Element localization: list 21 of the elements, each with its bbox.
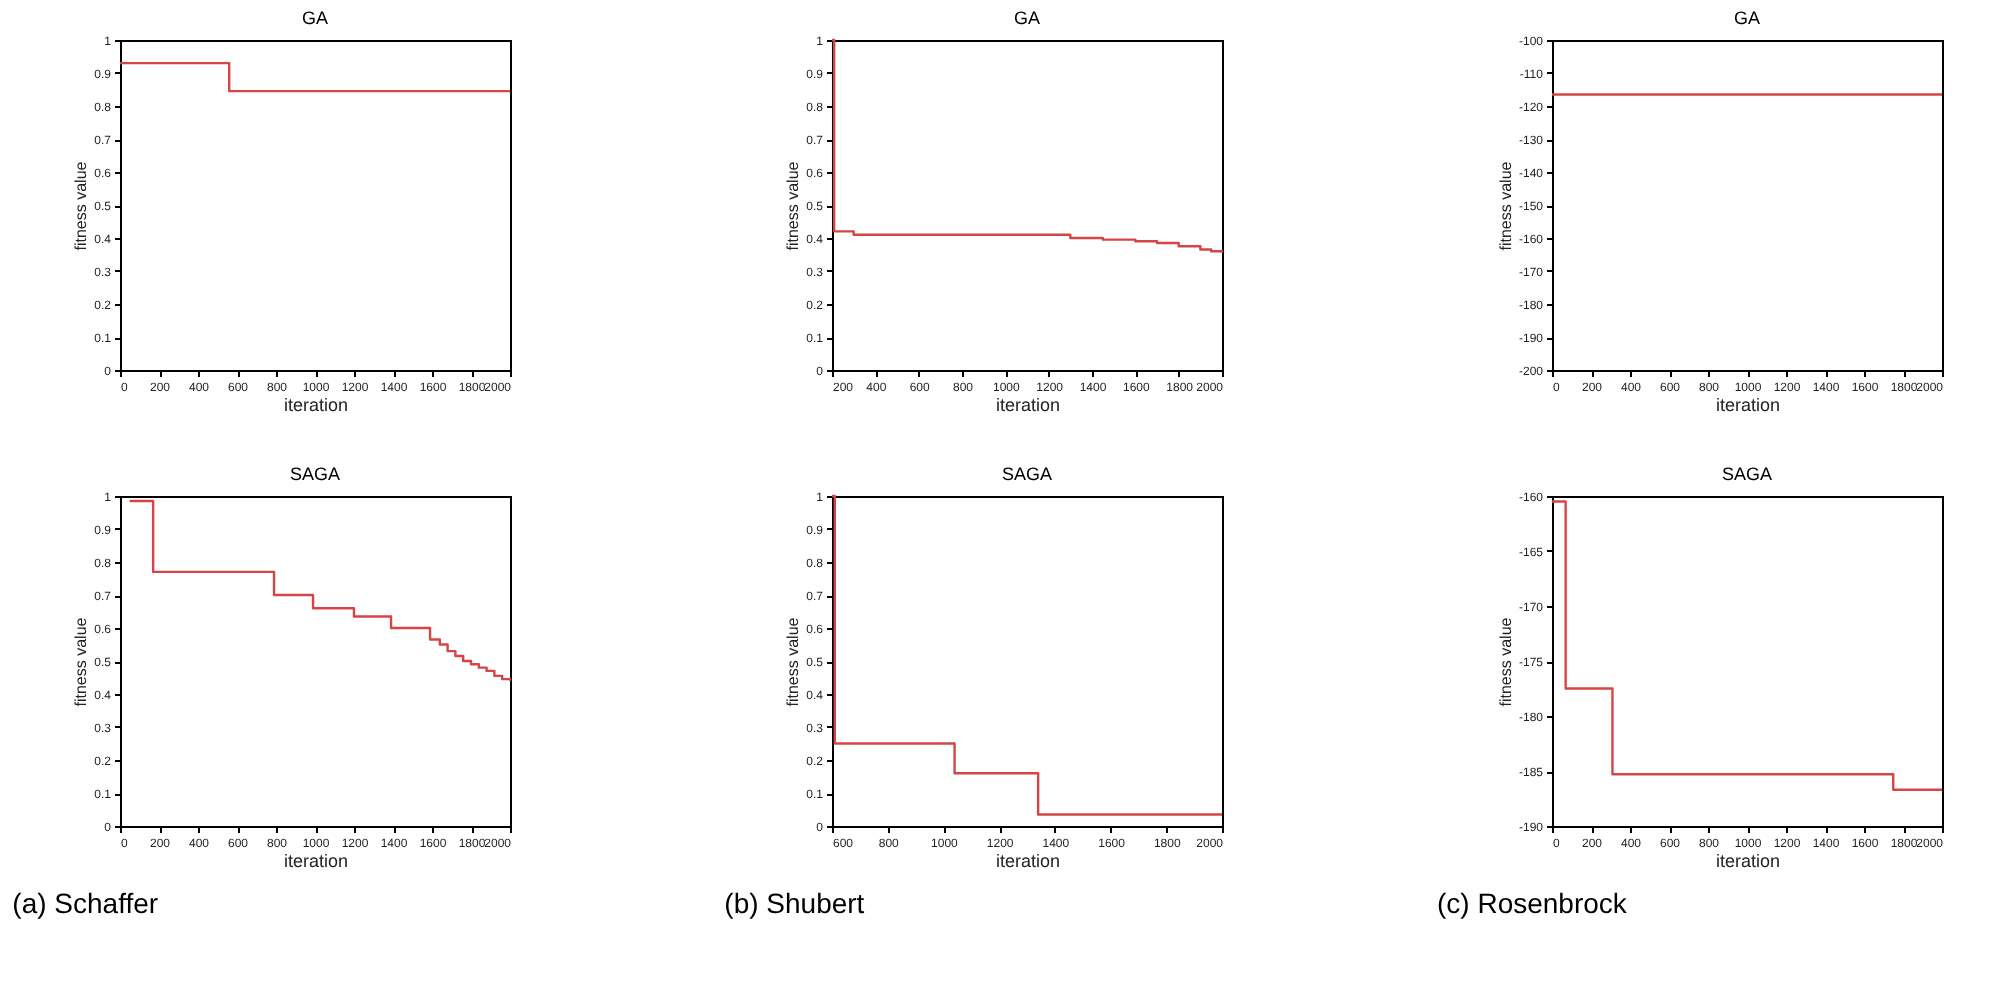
chart-title: GA <box>301 8 329 28</box>
text: (b) Shubert <box>724 887 865 919</box>
y-axis-title: fitness value <box>72 160 91 251</box>
text: (a) Schaffer <box>12 887 159 919</box>
x-axis-title: iteration <box>995 395 1061 415</box>
x-axis-title: iteration <box>283 851 349 871</box>
y-axis-title: fitness value <box>784 160 803 251</box>
y-axis-title: fitness value <box>72 616 91 707</box>
text: (c) Rosenbrock <box>1436 887 1629 919</box>
chart-title: SAGA <box>1721 464 1773 484</box>
y-axis-title: fitness value <box>1496 160 1515 251</box>
x-axis-title: iteration <box>995 851 1061 871</box>
x-axis-title: iteration <box>283 395 349 415</box>
x-axis-title: iteration <box>1715 395 1781 415</box>
chart-title: GA <box>1733 8 1761 28</box>
y-axis-title: fitness value <box>1496 616 1515 707</box>
y-axis-title: fitness value <box>784 616 803 707</box>
chart-title: SAGA <box>1001 464 1053 484</box>
chart-title: GA <box>1013 8 1041 28</box>
x-axis-title: iteration <box>1715 851 1781 871</box>
chart-title: SAGA <box>289 464 341 484</box>
